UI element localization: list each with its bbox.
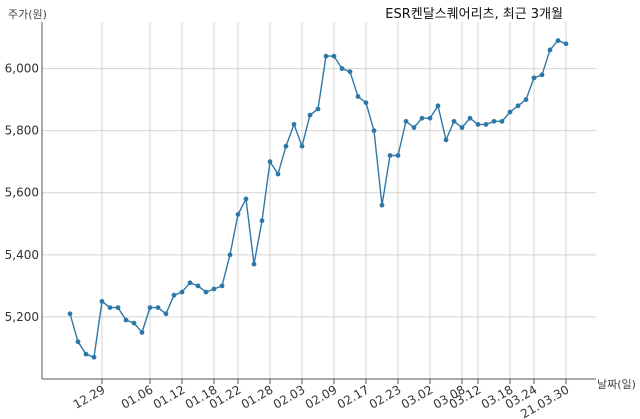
- price-point: [507, 109, 513, 115]
- price-point: [411, 125, 417, 130]
- price-point: [459, 125, 465, 130]
- x-tick-label: 02.03: [271, 382, 308, 411]
- price-point: [427, 115, 433, 121]
- price-point: [555, 38, 561, 44]
- price-point: [283, 143, 289, 149]
- price-point: [523, 97, 529, 103]
- x-tick-label: 01.06: [119, 382, 156, 411]
- price-point: [147, 305, 153, 310]
- price-point: [379, 202, 385, 208]
- price-point: [467, 115, 473, 121]
- price-point: [155, 305, 161, 310]
- price-point: [131, 320, 137, 326]
- price-point: [195, 283, 201, 289]
- price-series-line: [69, 39, 567, 358]
- price-point: [371, 128, 377, 134]
- price-point: [227, 252, 233, 258]
- price-point: [403, 118, 409, 124]
- price-point: [267, 159, 273, 165]
- price-point: [67, 311, 73, 317]
- label-layer: 5,200 5,400 5,600 5,800 6,000 12.29 01.0601.12…: [5, 62, 572, 419]
- price-point: [315, 106, 321, 112]
- price-point: [115, 305, 121, 310]
- x-tick-label: 12.29: [71, 382, 108, 411]
- price-point: [171, 292, 177, 298]
- price-point: [83, 351, 89, 357]
- price-point: [187, 280, 193, 286]
- price-point: [395, 153, 401, 158]
- y-tick-label: 5,400: [5, 248, 39, 262]
- price-point: [259, 218, 265, 224]
- price-point: [107, 305, 113, 310]
- price-point: [531, 75, 537, 81]
- price-point: [355, 94, 361, 99]
- y-tick-label: 6,000: [5, 62, 39, 76]
- price-point: [363, 100, 369, 106]
- price-point: [139, 330, 145, 335]
- x-tick-label: 03.02: [399, 382, 436, 411]
- price-point: [219, 283, 225, 289]
- price-point: [515, 103, 521, 109]
- price-point: [539, 72, 545, 78]
- price-point: [563, 41, 569, 47]
- price-point: [91, 354, 97, 360]
- series-layer: [67, 38, 569, 360]
- price-point: [387, 153, 393, 158]
- price-point: [203, 289, 209, 295]
- x-axis-title: 날짜(일): [597, 377, 636, 391]
- axis-layer: [41, 22, 596, 384]
- price-point: [75, 339, 81, 345]
- price-point: [307, 112, 313, 118]
- x-tick-label: 01.12: [151, 382, 188, 411]
- price-point: [243, 196, 249, 202]
- price-point: [331, 53, 337, 59]
- y-tick-label: 5,800: [5, 124, 39, 138]
- price-point: [347, 69, 353, 75]
- price-point: [435, 103, 441, 109]
- price-point: [179, 289, 185, 295]
- price-point: [251, 261, 257, 267]
- price-point: [339, 66, 345, 71]
- x-tick-label: 02.17: [335, 382, 372, 411]
- price-point: [483, 122, 489, 127]
- x-tick-label: 02.09: [303, 382, 340, 411]
- price-point: [547, 47, 553, 53]
- price-point: [211, 286, 217, 292]
- price-point: [499, 118, 505, 124]
- chart-title: ESR켄달스퀘어리츠, 최근 3개월: [385, 7, 563, 22]
- price-point: [163, 311, 169, 317]
- price-point: [419, 115, 425, 121]
- y-tick-label: 5,600: [5, 186, 39, 200]
- price-point: [491, 118, 497, 124]
- price-point: [123, 317, 129, 323]
- price-point: [451, 118, 457, 124]
- y-axis-title: 주가(원): [8, 8, 47, 21]
- price-point: [299, 143, 305, 149]
- x-tick-label: 02.23: [367, 382, 404, 411]
- price-point: [291, 122, 297, 127]
- x-tick-label: 01.28: [239, 382, 276, 411]
- y-tick-label: 5,200: [5, 310, 39, 324]
- price-point: [443, 137, 449, 143]
- price-point: [99, 298, 105, 304]
- price-point: [475, 122, 481, 127]
- grid-layer: [42, 22, 596, 379]
- price-point: [323, 53, 329, 59]
- price-point: [235, 212, 241, 217]
- price-point: [275, 171, 281, 177]
